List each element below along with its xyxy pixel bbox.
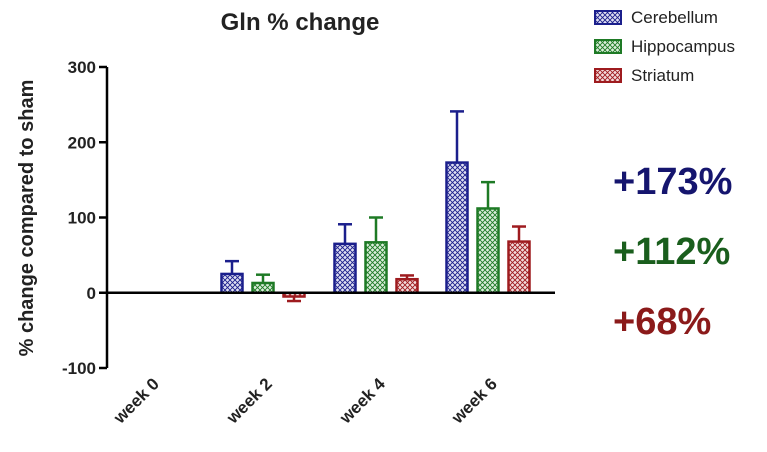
x-tick-label: week 6 <box>447 374 501 428</box>
annotation-cerebellum-change: +173% <box>613 161 733 203</box>
y-axis-label: % change compared to sham <box>16 80 38 357</box>
bar-hippocampus-week-2 <box>251 281 275 294</box>
legend-label-striatum: Striatum <box>631 66 694 85</box>
y-tick-label: -100 <box>62 359 96 378</box>
legend: Cerebellum Hippocampus Striatum <box>594 8 735 85</box>
y-tick-label: 0 <box>87 284 96 303</box>
legend-swatch-striatum <box>594 68 622 83</box>
bar-cerebellum-week-6 <box>445 161 469 294</box>
x-tick-label: week 2 <box>222 374 276 428</box>
legend-label-cerebellum: Cerebellum <box>631 8 718 27</box>
y-axis: -100 0 100 200 300 <box>62 58 109 378</box>
x-tick-label: week 4 <box>335 374 389 428</box>
y-tick-label: 300 <box>68 58 96 77</box>
legend-swatch-cerebellum <box>594 10 622 25</box>
bar-cerebellum-week-4 <box>333 242 357 294</box>
y-tick-label: 100 <box>68 209 96 228</box>
legend-swatch-hippocampus <box>594 39 622 54</box>
bar-striatum-week-6 <box>507 240 531 294</box>
bar-striatum-week-4 <box>395 277 419 294</box>
bar-hippocampus-week-6 <box>476 207 500 294</box>
bar-group <box>220 110 531 303</box>
x-tick-label: week 0 <box>109 374 163 428</box>
x-axis: week 0 week 2 week 4 week 6 <box>107 291 555 428</box>
annotation-hippocampus-change: +112% <box>613 231 731 273</box>
legend-label-hippocampus: Hippocampus <box>631 37 735 56</box>
bar-hippocampus-week-4 <box>364 241 388 295</box>
y-tick-label: 200 <box>68 133 96 152</box>
annotation-striatum-change: +68% <box>613 301 712 343</box>
chart-title: Gln % change <box>221 9 380 36</box>
bar-cerebellum-week-2 <box>220 272 244 294</box>
